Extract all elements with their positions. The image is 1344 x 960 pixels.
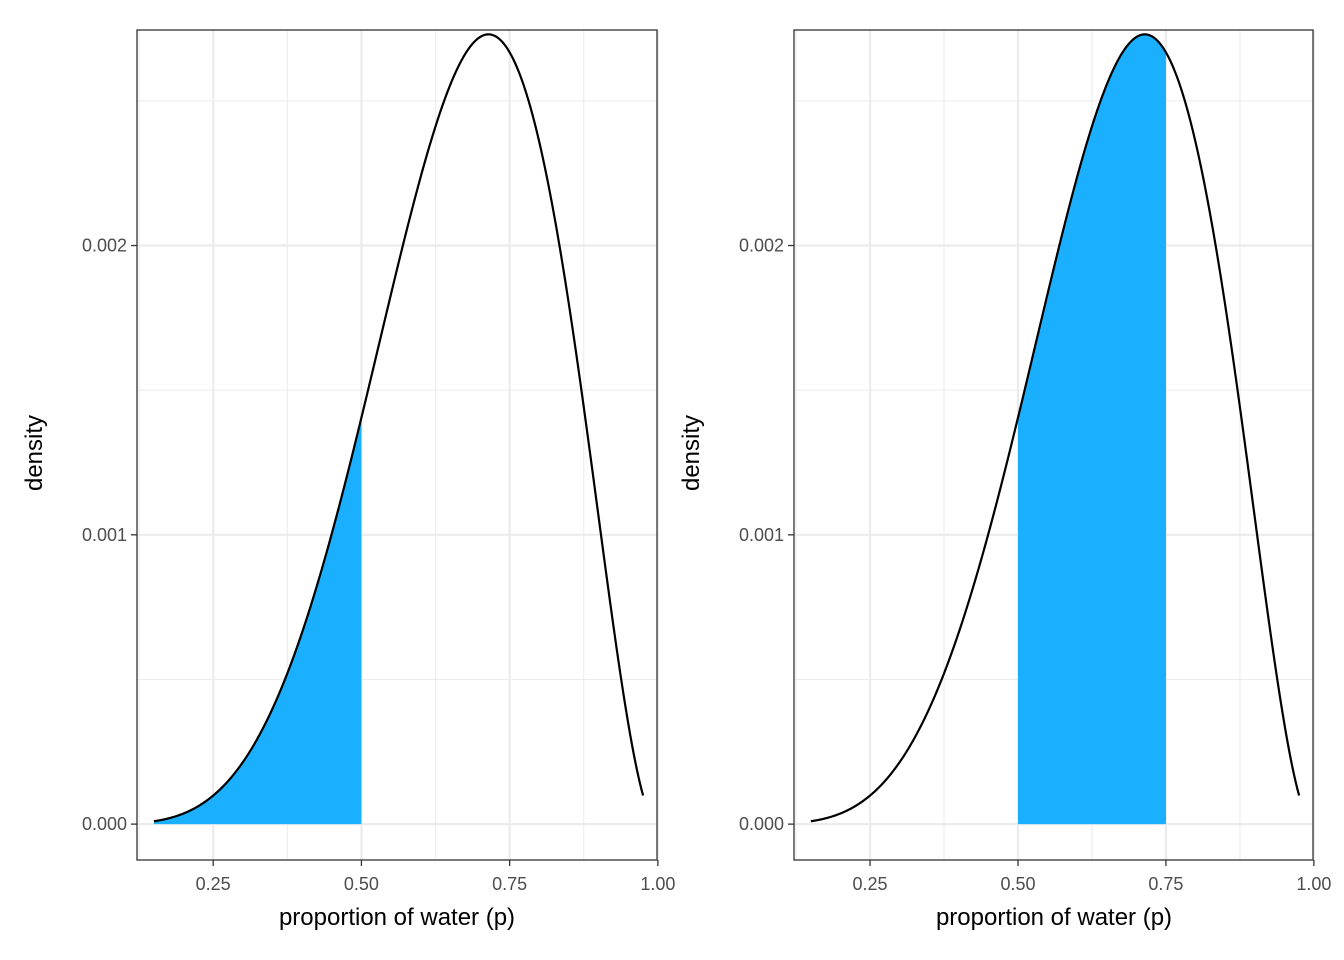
x-tick-label: 0.75 — [492, 874, 527, 894]
y-tick-label: 0.000 — [82, 814, 127, 834]
x-axis-title: proportion of water (p) — [936, 904, 1172, 931]
density-curve — [153, 33, 645, 823]
y-tick-label: 0.001 — [739, 525, 784, 545]
y-tick-label: 0.002 — [82, 236, 127, 256]
panel-border — [793, 29, 1314, 861]
y-axis-title: density — [21, 415, 48, 491]
y-axis-title: density — [678, 415, 705, 491]
x-tick-label: 0.25 — [196, 874, 231, 894]
panel-right: 0.25 0.50 0.75 1.00 0.000 0.001 0.002 proportio… — [678, 29, 1331, 931]
density-curve — [810, 33, 1301, 823]
y-tick-label: 0.002 — [739, 236, 784, 256]
x-tick-label: 0.50 — [344, 874, 379, 894]
shaded-region — [153, 417, 362, 825]
x-tick-label: 1.00 — [640, 874, 675, 894]
x-tick-label: 0.25 — [853, 874, 888, 894]
y-tick-label: 0.001 — [82, 525, 127, 545]
y-tick-label: 0.000 — [739, 814, 784, 834]
panel-background — [137, 30, 657, 860]
x-tick-label: 0.50 — [1000, 874, 1035, 894]
panel-left: 0.25 0.50 0.75 1.00 0.000 0.001 0.002 proportio… — [21, 29, 675, 931]
panel-border — [136, 29, 658, 861]
shaded-region — [1017, 34, 1166, 825]
x-axis-title: proportion of water (p) — [279, 904, 515, 931]
x-tick-label: 1.00 — [1296, 874, 1331, 894]
x-tick-label: 0.75 — [1148, 874, 1183, 894]
